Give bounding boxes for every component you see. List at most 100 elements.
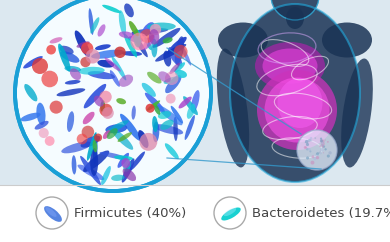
Circle shape [309,150,312,152]
Ellipse shape [59,46,74,54]
Ellipse shape [221,207,241,220]
Ellipse shape [105,57,121,72]
Circle shape [324,139,326,141]
Ellipse shape [179,97,192,108]
Ellipse shape [103,130,110,139]
Circle shape [319,151,322,154]
Ellipse shape [123,159,131,172]
Ellipse shape [149,29,159,45]
Circle shape [140,29,154,43]
Ellipse shape [286,7,304,29]
Ellipse shape [122,168,136,181]
Ellipse shape [168,47,182,67]
Circle shape [94,134,102,142]
Circle shape [166,94,176,104]
Ellipse shape [171,106,183,124]
Circle shape [321,142,325,146]
Ellipse shape [151,38,157,57]
Ellipse shape [158,111,171,119]
Ellipse shape [101,166,111,185]
Circle shape [50,101,63,114]
Ellipse shape [278,78,323,128]
Ellipse shape [112,129,133,150]
Ellipse shape [178,40,191,66]
Ellipse shape [45,207,57,217]
Ellipse shape [138,130,149,148]
Ellipse shape [90,148,98,176]
FancyBboxPatch shape [0,0,390,185]
Circle shape [45,136,55,146]
Ellipse shape [88,71,115,79]
Ellipse shape [83,151,109,172]
Ellipse shape [91,50,124,59]
Circle shape [323,145,325,148]
Circle shape [102,107,114,119]
Ellipse shape [81,136,100,148]
Ellipse shape [102,5,121,13]
Circle shape [214,197,246,229]
Circle shape [305,147,307,148]
Circle shape [39,128,49,138]
Ellipse shape [257,70,337,150]
Ellipse shape [100,100,105,112]
Circle shape [319,145,321,147]
Ellipse shape [93,133,98,165]
Ellipse shape [262,48,317,83]
Circle shape [99,104,112,117]
Ellipse shape [70,68,81,80]
Ellipse shape [163,37,173,43]
Ellipse shape [121,158,130,168]
Ellipse shape [105,120,129,134]
Ellipse shape [98,24,105,37]
Ellipse shape [23,56,43,68]
Ellipse shape [341,59,373,167]
Circle shape [320,148,324,151]
Ellipse shape [114,155,133,160]
Ellipse shape [175,36,184,64]
Ellipse shape [120,114,141,141]
Ellipse shape [72,155,76,174]
Circle shape [321,144,324,146]
Ellipse shape [264,77,330,143]
Ellipse shape [131,106,136,120]
Ellipse shape [20,113,41,121]
Ellipse shape [167,37,187,54]
Ellipse shape [89,8,94,35]
Ellipse shape [152,116,158,132]
Circle shape [320,137,322,140]
Circle shape [306,148,308,151]
Circle shape [315,154,317,156]
Ellipse shape [124,3,134,17]
Ellipse shape [61,142,92,153]
Circle shape [41,71,58,87]
Circle shape [165,72,179,85]
Circle shape [150,24,161,35]
Ellipse shape [90,17,99,33]
Ellipse shape [94,96,104,107]
Ellipse shape [95,44,111,50]
Ellipse shape [119,75,133,87]
Circle shape [32,58,48,74]
Ellipse shape [147,23,176,30]
Circle shape [15,0,211,191]
Ellipse shape [78,165,104,180]
Circle shape [81,42,93,54]
Ellipse shape [164,76,179,84]
Circle shape [310,161,314,165]
Circle shape [327,141,329,143]
Circle shape [316,152,319,156]
Ellipse shape [117,132,132,142]
Circle shape [306,156,309,159]
Ellipse shape [122,159,135,182]
Ellipse shape [87,132,97,161]
Circle shape [304,146,307,149]
Ellipse shape [124,34,137,57]
Circle shape [312,155,314,158]
Text: Firmicutes (40%): Firmicutes (40%) [74,206,186,219]
Ellipse shape [173,117,178,141]
Ellipse shape [133,28,168,34]
Ellipse shape [129,151,145,171]
Ellipse shape [44,206,62,222]
Circle shape [320,139,323,142]
Ellipse shape [144,37,152,50]
